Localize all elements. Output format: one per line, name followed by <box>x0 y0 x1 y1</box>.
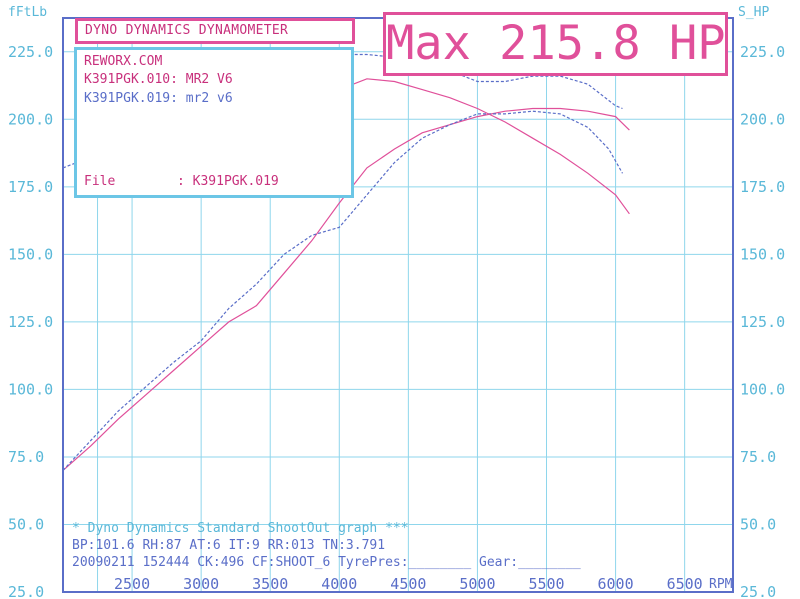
right-tick-label: 100.0 <box>740 380 785 398</box>
legend-site: REWORX.COM <box>84 54 163 69</box>
max-power-box: Max 215.8 HP <box>383 12 728 76</box>
right-tick-label: 200.0 <box>740 110 785 128</box>
left-tick-label: 25.0 <box>8 583 44 599</box>
right-tick-label: 175.0 <box>740 178 785 196</box>
legend-file-label: File <box>84 174 116 189</box>
legend-entry-run-019: K391PGK.019: mr2 v6 <box>84 91 233 106</box>
right-tick-label: 225.0 <box>740 43 785 61</box>
chart-title: Max 215.8 HP <box>386 16 726 71</box>
left-tick-label: 175.0 <box>8 178 53 196</box>
x-tick-label: 6000 <box>598 575 634 593</box>
left-tick-label: 125.0 <box>8 313 53 331</box>
series-line-power-run-019 <box>62 110 624 471</box>
right-tick-label: 150.0 <box>740 245 785 263</box>
x-tick-label: 5500 <box>528 575 564 593</box>
footer-graph-type: * Dyno Dynamics Standard ShootOut graph … <box>72 521 409 536</box>
left-tick-label: 150.0 <box>8 245 53 263</box>
footer-conditions: BP:101.6 RH:87 AT:6 IT:9 RR:013 TN:3.791 <box>72 538 386 553</box>
right-tick-label: 125.0 <box>740 313 785 331</box>
x-tick-label: 3500 <box>252 575 288 593</box>
x-tick-label: 4500 <box>390 575 426 593</box>
left-tick-label: 200.0 <box>8 110 53 128</box>
x-tick-label: 3000 <box>183 575 219 593</box>
left-tick-label: 100.0 <box>8 380 53 398</box>
right-tick-label: 75.0 <box>740 448 776 466</box>
dyno-header-text: DYNO DYNAMICS DYNAMOMETER <box>85 23 289 38</box>
series-line-torque-run-010 <box>339 78 630 215</box>
chart-tick-labels: 225.0 225.0 200.0 200.0 175.0 175.0 150.0 150.0… <box>8 43 785 599</box>
dyno-header-box: DYNO DYNAMICS DYNAMOMETER <box>75 18 355 44</box>
x-tick-label: 5000 <box>459 575 495 593</box>
legend-entry-run-010: K391PGK.010: MR2 V6 <box>84 72 233 87</box>
x-axis-unit: RPM <box>709 577 733 592</box>
right-axis-unit: S_HP <box>738 5 769 20</box>
right-tick-label: 25.0 <box>740 583 776 599</box>
left-tick-label: 225.0 <box>8 43 53 61</box>
legend-file-value: : K391PGK.019 <box>177 174 279 189</box>
x-tick-label: 2500 <box>114 575 150 593</box>
right-tick-label: 50.0 <box>740 515 776 533</box>
x-tick-label: 4000 <box>321 575 357 593</box>
x-tick-label: 6500 <box>667 575 703 593</box>
left-axis-unit: fFtLb <box>8 5 47 20</box>
footer-run-details: 20090211 152444 CK:496 CF:SHOOT_6 TyrePr… <box>72 555 581 570</box>
left-tick-label: 50.0 <box>8 515 44 533</box>
run-info-footer: * Dyno Dynamics Standard ShootOut graph … <box>72 520 581 571</box>
legend-box: REWORX.COM K391PGK.010: MR2 V6 K391PGK.0… <box>74 47 354 198</box>
left-tick-label: 75.0 <box>8 448 44 466</box>
